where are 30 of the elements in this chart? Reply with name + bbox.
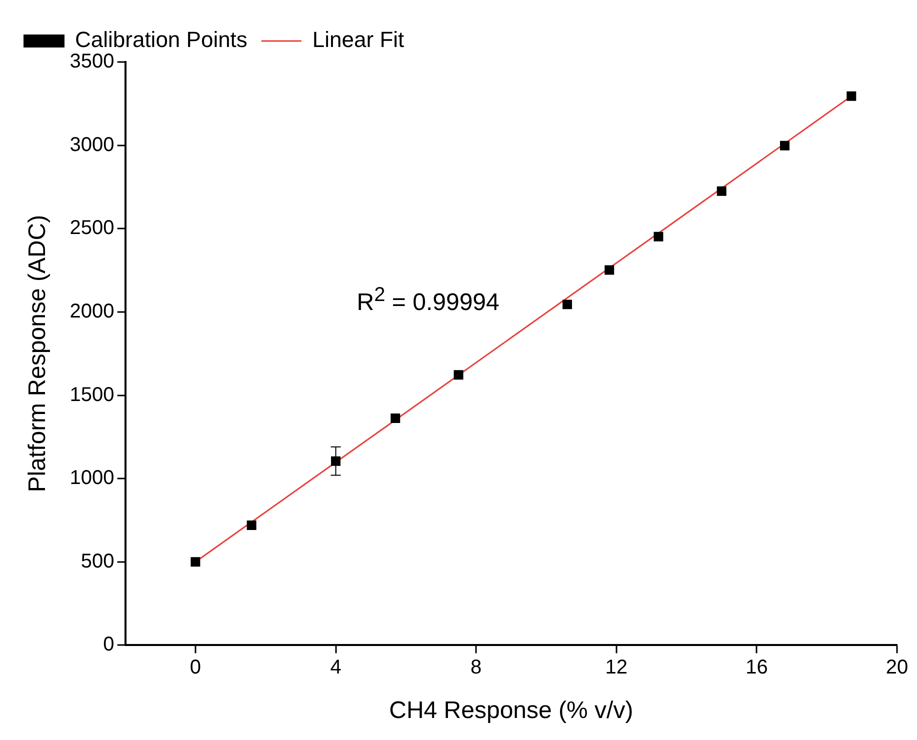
point — [604, 265, 614, 275]
y-tick-label: 0 — [103, 634, 114, 656]
x-tick-label: 0 — [190, 656, 202, 679]
x-tick-label: 8 — [470, 656, 482, 679]
point — [246, 520, 256, 530]
point — [716, 186, 726, 196]
point — [562, 300, 572, 310]
point — [654, 232, 664, 242]
x-tick-label: 16 — [746, 656, 768, 679]
point — [331, 456, 340, 466]
legend-label: Linear Fit — [312, 27, 404, 52]
y-tick-label: 3000 — [70, 134, 114, 156]
legend-label: Calibration Points — [75, 27, 248, 52]
point — [190, 557, 200, 567]
point — [454, 370, 464, 380]
y-tick-label: 3500 — [70, 50, 114, 73]
annotation: R$^{2}$ = 0.99994 — [356, 284, 500, 317]
y-axis-title: Platform Response (ADC) — [24, 214, 52, 492]
point — [780, 140, 790, 150]
y-tick-label: 2500 — [70, 217, 114, 240]
x-tick-label: 4 — [330, 656, 342, 679]
point — [390, 414, 400, 423]
y-tick-label: 1500 — [70, 384, 114, 406]
x-tick-label: 20 — [886, 656, 908, 679]
point — [846, 91, 856, 101]
x-axis-title: CH4 Response (% v/v) — [389, 697, 634, 724]
y-tick-label: 2000 — [70, 300, 114, 322]
x-tick-label: 12 — [605, 656, 628, 679]
y-tick-label: 1000 — [70, 467, 114, 490]
y-tick-label: 500 — [80, 550, 114, 572]
